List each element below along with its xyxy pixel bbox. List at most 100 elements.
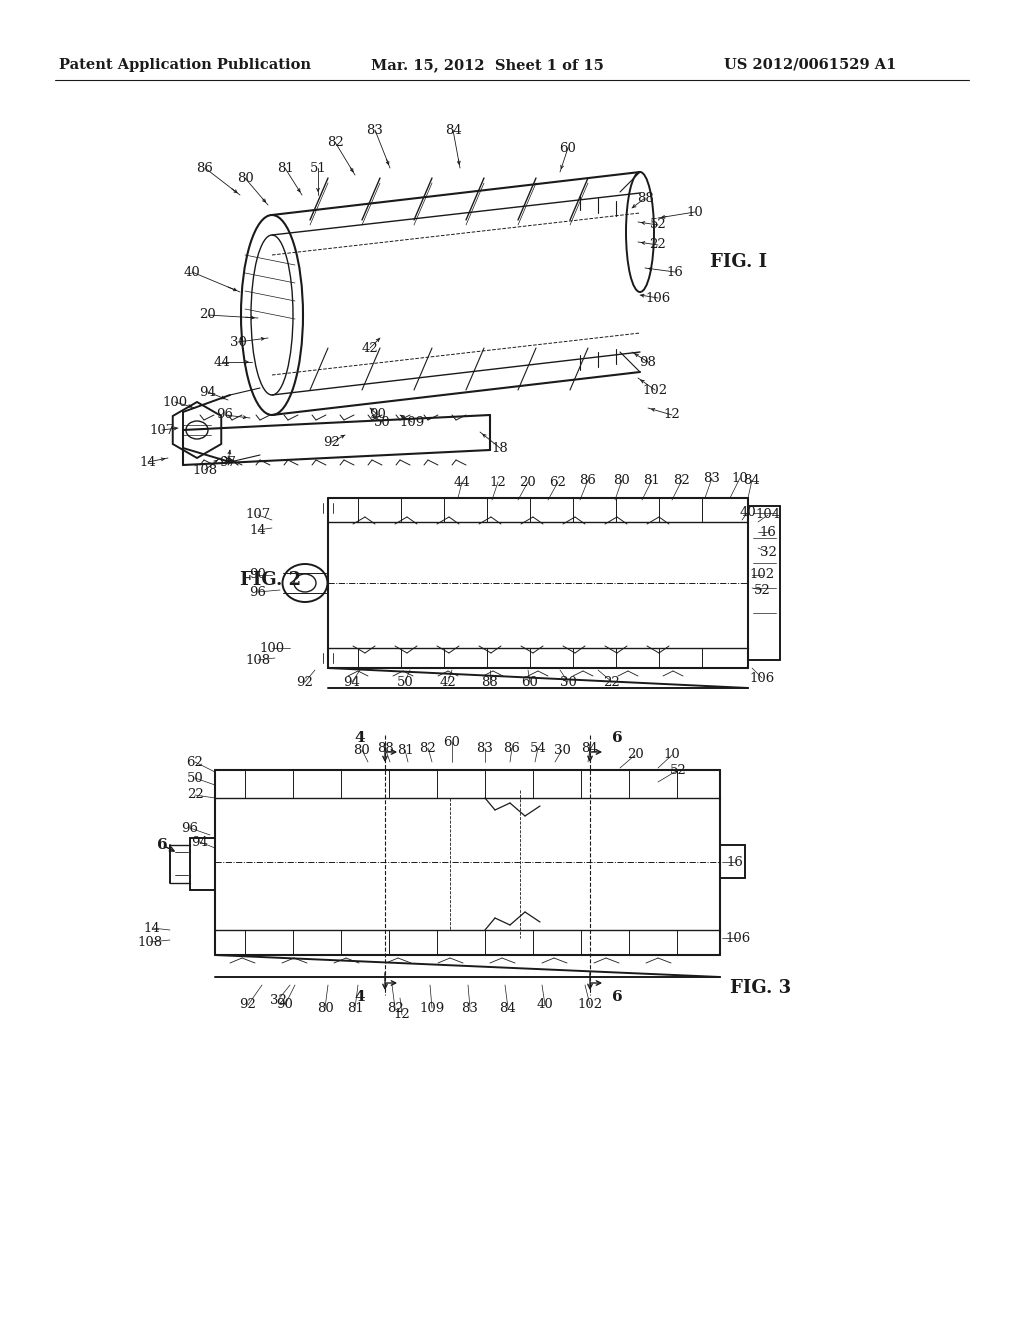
- Text: 14: 14: [250, 524, 266, 536]
- Text: 106: 106: [645, 292, 671, 305]
- Text: 96: 96: [216, 408, 233, 421]
- Text: 40: 40: [183, 265, 201, 279]
- Text: 86: 86: [197, 161, 213, 174]
- Text: 52: 52: [649, 219, 667, 231]
- Text: 54: 54: [529, 742, 547, 755]
- Text: 88: 88: [377, 742, 393, 755]
- Text: 98: 98: [640, 355, 656, 368]
- Text: 109: 109: [399, 416, 425, 429]
- Text: 42: 42: [439, 676, 457, 689]
- Text: 90: 90: [370, 408, 386, 421]
- Text: 14: 14: [143, 921, 161, 935]
- Text: 80: 80: [237, 172, 253, 185]
- Text: 108: 108: [137, 936, 163, 949]
- Text: 90: 90: [250, 569, 266, 582]
- Text: 44: 44: [454, 475, 470, 488]
- Text: 22: 22: [186, 788, 204, 801]
- Text: 16: 16: [667, 265, 683, 279]
- Text: 12: 12: [489, 475, 507, 488]
- Text: 16: 16: [760, 525, 776, 539]
- Text: 60: 60: [559, 141, 577, 154]
- Text: 92: 92: [240, 998, 256, 1011]
- Text: 52: 52: [670, 763, 686, 776]
- Text: 81: 81: [276, 161, 293, 174]
- Text: 107: 107: [150, 424, 175, 437]
- Text: US 2012/0061529 A1: US 2012/0061529 A1: [724, 58, 896, 73]
- Text: 10: 10: [664, 748, 680, 762]
- Text: 86: 86: [504, 742, 520, 755]
- Text: 109: 109: [420, 1002, 444, 1015]
- Text: 81: 81: [644, 474, 660, 487]
- Text: 80: 80: [316, 1002, 334, 1015]
- Text: 81: 81: [396, 743, 414, 756]
- Text: 108: 108: [246, 653, 270, 667]
- Text: 102: 102: [578, 998, 602, 1011]
- Text: 83: 83: [476, 742, 494, 755]
- Text: 92: 92: [324, 436, 340, 449]
- Text: 6: 6: [612, 990, 623, 1005]
- Text: 84: 84: [500, 1002, 516, 1015]
- Text: 22: 22: [649, 239, 667, 252]
- Text: 4: 4: [354, 990, 365, 1005]
- Text: 4: 4: [354, 731, 365, 744]
- Text: 60: 60: [521, 676, 539, 689]
- Text: 81: 81: [347, 1002, 364, 1015]
- Text: 40: 40: [739, 506, 757, 519]
- Text: 62: 62: [550, 475, 566, 488]
- Text: 32: 32: [269, 994, 287, 1006]
- Text: 100: 100: [259, 642, 285, 655]
- Text: 84: 84: [582, 742, 598, 755]
- Text: 62: 62: [186, 755, 204, 768]
- Text: 30: 30: [554, 743, 570, 756]
- Text: 16: 16: [727, 855, 743, 869]
- Text: 52: 52: [754, 583, 770, 597]
- Text: 20: 20: [200, 309, 216, 322]
- Text: 42: 42: [361, 342, 379, 355]
- Text: 18: 18: [492, 441, 508, 454]
- Text: 97: 97: [219, 455, 237, 469]
- Text: 50: 50: [396, 676, 414, 689]
- Text: FIG. 3: FIG. 3: [730, 979, 792, 997]
- Text: 82: 82: [387, 1002, 403, 1015]
- Text: 94: 94: [344, 676, 360, 689]
- Text: 83: 83: [462, 1002, 478, 1015]
- Text: 90: 90: [276, 998, 294, 1011]
- Text: 96: 96: [250, 586, 266, 598]
- Text: 44: 44: [214, 355, 230, 368]
- Text: 20: 20: [627, 748, 643, 762]
- Text: FIG. 2: FIG. 2: [240, 572, 301, 589]
- Text: 32: 32: [760, 545, 776, 558]
- Text: 82: 82: [420, 742, 436, 755]
- Text: 6: 6: [157, 838, 167, 851]
- Text: 102: 102: [642, 384, 668, 396]
- Text: 12: 12: [664, 408, 680, 421]
- Text: 20: 20: [519, 475, 537, 488]
- Text: 82: 82: [674, 474, 690, 487]
- Text: 80: 80: [353, 743, 371, 756]
- Text: 30: 30: [229, 335, 247, 348]
- Text: 30: 30: [559, 676, 577, 689]
- Text: 88: 88: [481, 676, 499, 689]
- Text: 88: 88: [637, 191, 653, 205]
- Text: 108: 108: [193, 463, 217, 477]
- Text: 104: 104: [756, 508, 780, 521]
- Text: 84: 84: [743, 474, 761, 487]
- Text: 10: 10: [687, 206, 703, 219]
- Text: 10: 10: [731, 471, 749, 484]
- Text: 14: 14: [139, 455, 157, 469]
- Text: 94: 94: [191, 836, 209, 849]
- Text: 102: 102: [750, 569, 774, 582]
- Text: 22: 22: [603, 676, 621, 689]
- Text: 92: 92: [297, 676, 313, 689]
- Text: 80: 80: [613, 474, 631, 487]
- Text: 106: 106: [750, 672, 774, 685]
- Text: 83: 83: [367, 124, 383, 136]
- Text: 60: 60: [443, 735, 461, 748]
- Text: 107: 107: [246, 508, 270, 521]
- Text: 12: 12: [393, 1008, 411, 1022]
- Text: 82: 82: [327, 136, 343, 149]
- Text: Mar. 15, 2012  Sheet 1 of 15: Mar. 15, 2012 Sheet 1 of 15: [371, 58, 603, 73]
- Text: 84: 84: [444, 124, 462, 136]
- Text: 100: 100: [163, 396, 187, 408]
- Text: 6: 6: [612, 731, 623, 744]
